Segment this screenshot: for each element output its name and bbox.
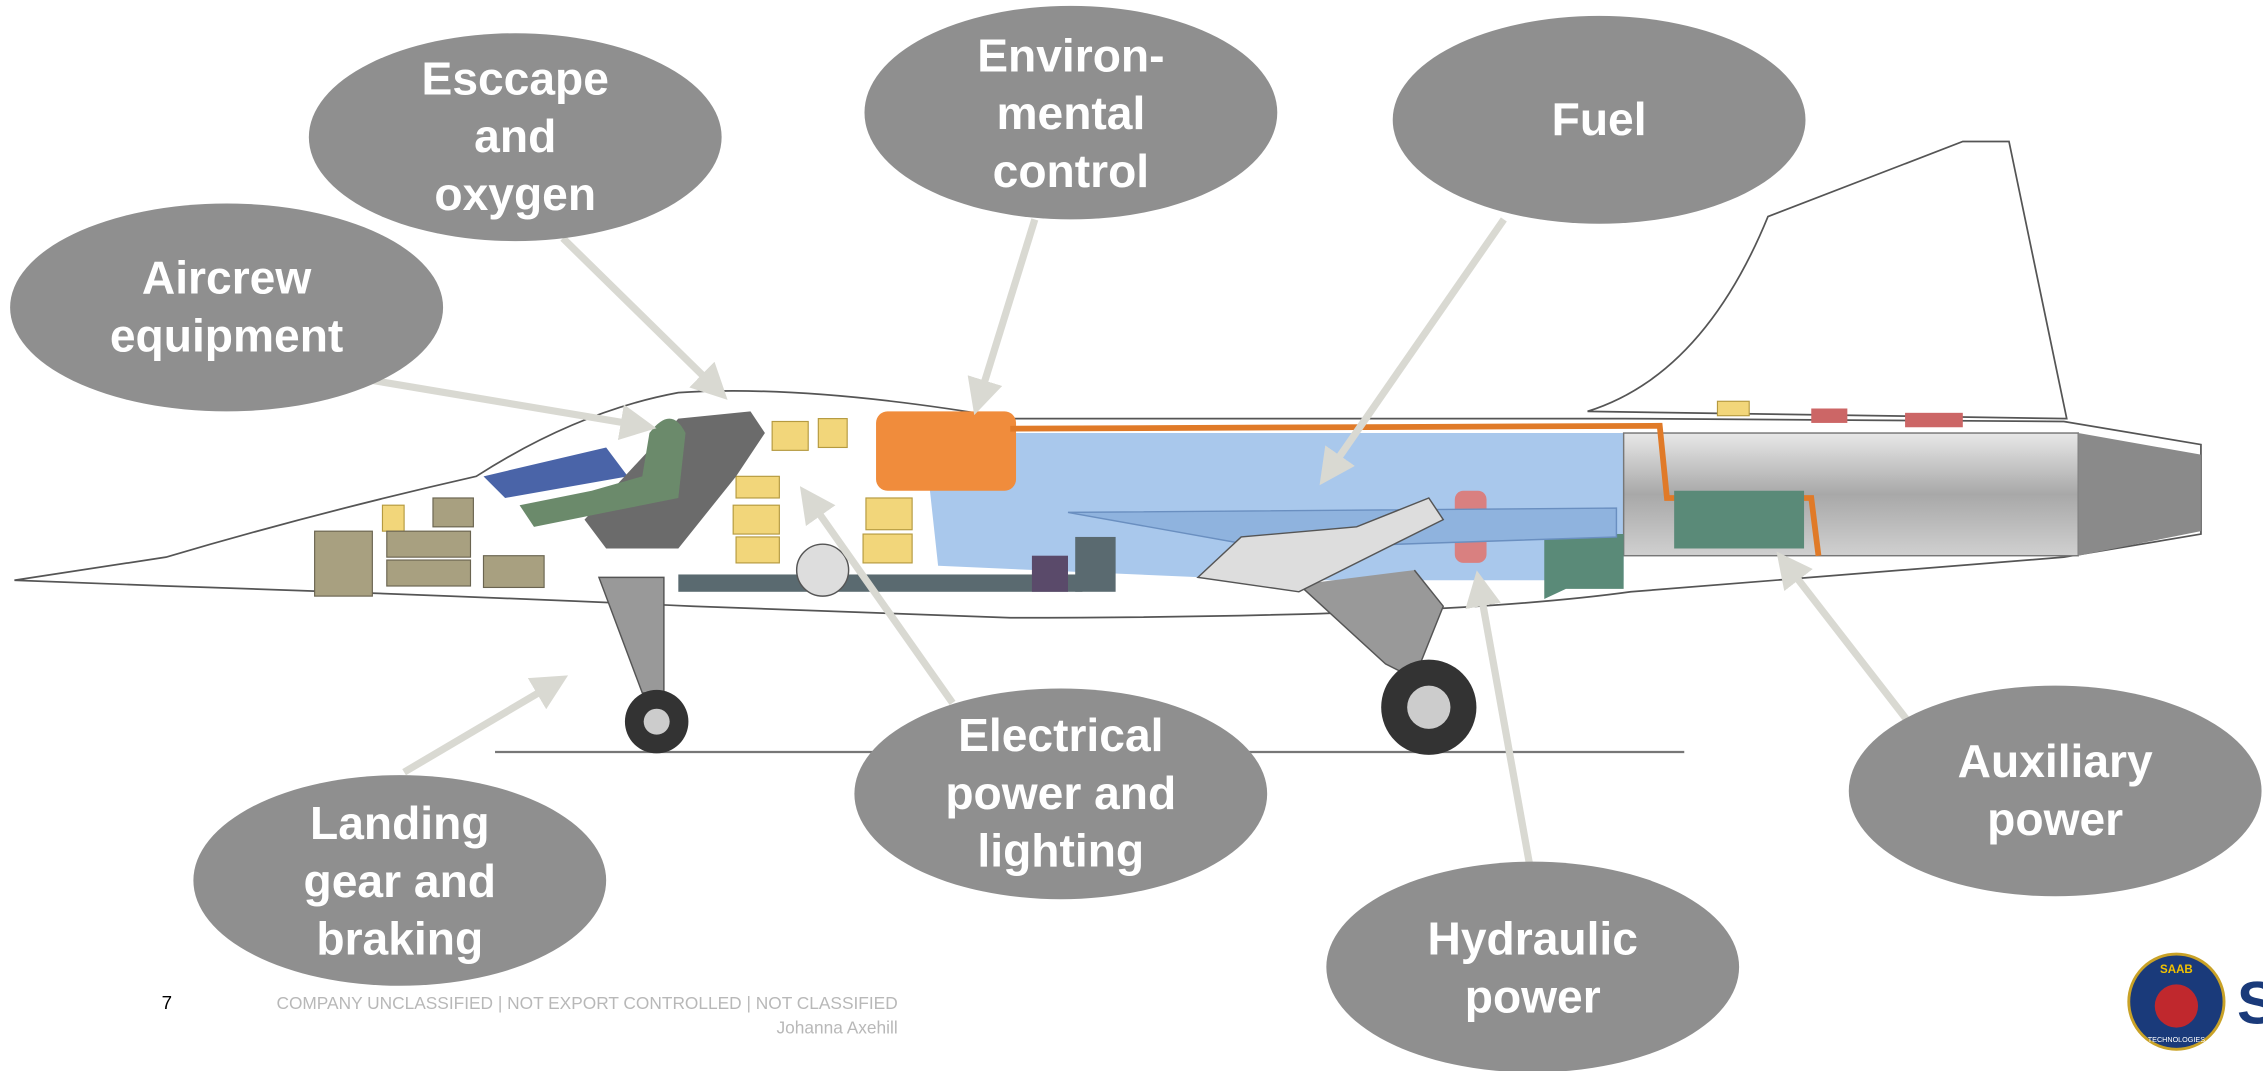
footer: 7 COMPANY UNCLASSIFIED | NOT EXPORT CONT… [162,992,898,1038]
callout-label: mental [996,87,1145,139]
main-hub [1407,686,1450,729]
page-number: 7 [162,992,172,1013]
callout-label: oxygen [434,168,596,220]
callout-bubble [10,204,443,412]
radiator [1811,408,1847,422]
arrow [404,683,556,772]
avionics-bay [678,574,1082,591]
callout-label: gear and [304,855,496,907]
arrow [563,238,717,390]
callout-label: Hydraulic [1428,913,1638,965]
generator [1075,537,1115,592]
callout-label: power and [945,767,1176,819]
callout-label: Aircrew [142,252,311,304]
nose-hub [644,709,670,735]
callout-label: Environ- [977,29,1164,81]
accessory [1674,491,1804,549]
logo-bottom: TECHNOLOGIES [2148,1035,2205,1044]
author: Johanna Axehill [777,1017,898,1037]
callout-label: Landing [310,797,490,849]
page: Esccapeand oxygen Environ-mental control Fue… [0,0,2263,1071]
arrow [342,375,642,426]
callout-label: power [1987,793,2123,845]
logo-top: SAAB [2160,964,2193,976]
arrow [979,219,1035,401]
stowed-wheel [797,544,849,596]
callout-label: lighting [977,825,1144,877]
callout-label: equipment [110,309,343,361]
radiator [1905,413,1963,427]
slide: Esccapeand oxygen Environ-mental control Fue… [0,0,2263,1071]
callout-label: braking [316,913,483,965]
env-unit [876,411,1016,490]
callout-label: Fuel [1552,93,1647,145]
nose-gear-leg [599,577,664,692]
callout-label: control [993,145,1149,197]
logo-wordmark: S [2237,968,2263,1036]
callout-label: and [474,110,556,162]
arrow [1479,585,1530,866]
classification: COMPANY UNCLASSIFIED | NOT EXPORT CONTRO… [276,993,897,1013]
logo-griffin [2155,984,2198,1027]
callout-label: Esccape [422,53,609,105]
battery [1032,556,1068,592]
callout-bubble [1326,862,1739,1071]
callout-label: Electrical [958,709,1163,761]
callout-label: power [1465,970,1601,1022]
callout-bubble [1849,686,2262,897]
logo: SAAB TECHNOLOGIES S [2129,954,2263,1049]
callout-label: Auxiliary [1958,735,2153,787]
arrow [1785,563,1919,736]
